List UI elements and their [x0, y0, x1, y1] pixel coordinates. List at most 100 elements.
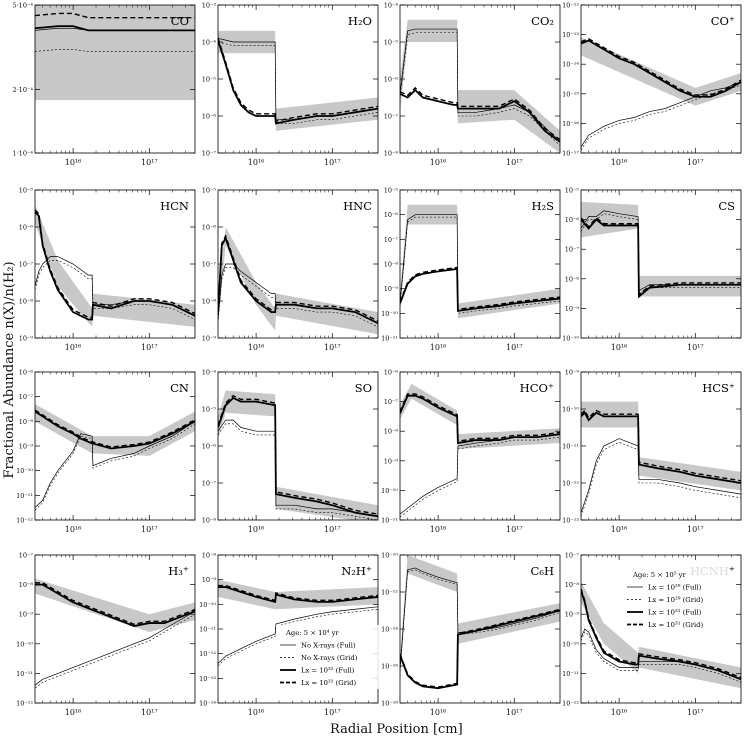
panel-n2h-: 10¹⁶ 10¹⁷ 10⁻¹⁴ 10⁻¹³ 10⁻¹² 10⁻¹¹ 10⁻¹⁰ 10⁻⁹ 10⁻… — [199, 552, 379, 717]
uncertainty-band — [581, 37, 741, 106]
x-axis-label: Radial Position [cm] — [330, 722, 463, 737]
plot-area — [218, 579, 378, 667]
y-tick-label: 10⁻⁸ — [202, 517, 217, 525]
plot-area — [218, 390, 378, 520]
panel-cs: 10¹⁶ 10¹⁷ 10⁻¹⁰ 10⁻⁹ 10⁻⁸ 10⁻⁷ 10⁻⁶ 10⁻⁵ CS — [562, 187, 742, 352]
panel-hco-: 10¹⁶ 10¹⁷ 10⁻¹¹ 10⁻¹⁰ 10⁻⁹ 10⁻⁸ 10⁻⁷ 10⁻⁶ HCO⁺ — [381, 369, 561, 534]
uncertainty-band — [581, 581, 741, 689]
uncertainty-band — [218, 390, 378, 520]
uncertainty-band — [581, 401, 741, 491]
x-tick-label: 10¹⁶ — [611, 343, 628, 352]
y-tick-label: 10⁻⁶ — [565, 216, 580, 224]
x-tick-label: 10¹⁶ — [248, 525, 265, 534]
y-tick-label: 10⁻³ — [202, 2, 217, 10]
series-line — [581, 631, 741, 683]
x-tick-label: 10¹⁶ — [65, 525, 82, 534]
y-tick-label: 10⁻⁶ — [19, 224, 34, 232]
plot-area — [218, 227, 378, 335]
y-tick-label: 10⁻⁹ — [202, 576, 217, 584]
y-tick-label: 10⁻⁷ — [565, 552, 580, 560]
y-tick-label: 10⁻⁴ — [202, 39, 217, 47]
series-line — [218, 267, 378, 328]
y-tick-label: 10⁻⁵ — [202, 406, 217, 414]
plot-area — [400, 383, 560, 518]
uncertainty-band — [35, 578, 195, 632]
x-tick-label: 10¹⁶ — [65, 158, 82, 167]
series-line — [218, 396, 378, 518]
series-line — [581, 39, 741, 98]
series-line — [400, 436, 560, 518]
x-tick-label: 10¹⁷ — [324, 343, 341, 352]
y-tick-label: 10⁻⁹ — [202, 335, 217, 343]
y-tick-label: 10⁻⁹ — [565, 611, 580, 619]
legend-entry: No X-rays (Full) — [301, 642, 356, 650]
series-line — [35, 610, 195, 686]
y-tick-label: 10⁻⁶ — [202, 224, 217, 232]
uncertainty-band — [35, 404, 195, 456]
legend-entry: Lx = 10³² (Full) — [301, 667, 355, 675]
series-line — [35, 49, 195, 52]
panel-frame — [399, 371, 561, 521]
uncertainty-band — [218, 579, 378, 610]
series-line — [218, 584, 378, 602]
y-tick-label: 10⁻⁵ — [202, 187, 217, 195]
series-line — [581, 37, 741, 96]
y-tick-label: 10⁻¹⁷ — [562, 150, 579, 158]
y-tick-label: 10⁻¹² — [16, 700, 33, 708]
y-tick-label: 10⁻⁹ — [19, 335, 34, 343]
x-tick-label: 10¹⁷ — [506, 158, 523, 167]
species-label: HCN — [160, 199, 189, 213]
y-tick-label: 10⁻¹² — [16, 517, 33, 525]
x-tick-label: 10¹⁷ — [687, 343, 704, 352]
plot-area — [581, 401, 741, 517]
legend-entry: Lx = 10³² (Grid) — [301, 679, 356, 687]
series-line — [218, 423, 378, 520]
y-tick-label: 10⁻¹³ — [562, 517, 579, 525]
panel-h2s: 10¹⁶ 10¹⁷ 10⁻¹¹ 10⁻¹⁰ 10⁻⁹ 10⁻⁸ 10⁻⁷ 10⁻⁶ 10⁻⁵ H₂… — [381, 187, 561, 352]
series-line — [581, 590, 741, 681]
panel-frame — [34, 4, 196, 154]
y-tick-label: 10⁻¹⁰ — [562, 335, 579, 343]
panel-frame — [580, 4, 742, 154]
legend-title: Age: 5 × 10⁴ yr — [285, 629, 339, 637]
uncertainty-band — [400, 19, 560, 153]
y-tick-label: 10⁻⁶ — [384, 369, 399, 377]
panel-h2o: 10¹⁶ 10¹⁷ 10⁻⁷ 10⁻⁶ 10⁻⁵ 10⁻⁴ 10⁻³ H₂O — [202, 2, 379, 167]
panel-co2: 10¹⁶ 10¹⁷ 10⁻⁸ 10⁻⁷ 10⁻⁶ 10⁻⁵ 10⁻⁴ CO₂ — [384, 2, 561, 167]
species-label: C₆H — [531, 564, 554, 578]
y-tick-label: 10⁻⁸ — [19, 298, 34, 306]
series-line — [400, 266, 560, 311]
y-tick-label: 10⁻⁷ — [202, 261, 217, 269]
y-tick-label: 10⁻¹¹ — [381, 517, 398, 525]
panel-cn: 10¹⁶ 10¹⁷ 10⁻¹² 10⁻¹¹ 10⁻¹⁰ 10⁻⁹ 10⁻⁸ 10⁻⁷ 10⁻⁶ C… — [16, 369, 196, 534]
y-tick-label: 1·10⁻⁴ — [12, 150, 33, 158]
y-tick-label: 10⁻¹⁵ — [562, 90, 579, 98]
legend-background — [276, 625, 382, 689]
series-line — [218, 394, 378, 515]
species-label: HCO⁺ — [520, 381, 554, 395]
series-line — [35, 421, 195, 508]
y-tick-label: 10⁻¹⁰ — [562, 640, 579, 648]
series-line — [35, 209, 195, 318]
y-tick-label: 10⁻⁹ — [19, 443, 34, 451]
y-tick-label: 10⁻¹³ — [562, 31, 579, 39]
legend-title: Age: 5 × 10⁵ yr — [632, 571, 686, 579]
legend-background — [623, 567, 729, 631]
panel-c6h: 10¹⁶ 10¹⁷ 10⁻¹⁸ 10⁻¹⁶ 10⁻¹⁴ 10⁻¹² 10⁻¹⁰ C₆H — [381, 552, 561, 717]
species-label: CS — [718, 199, 735, 213]
plot-area — [400, 19, 560, 153]
y-tick-label: 10⁻¹² — [562, 2, 579, 10]
uncertainty-band — [218, 30, 378, 131]
series-line — [218, 41, 378, 124]
species-label: CN — [170, 381, 189, 395]
x-tick-label: 10¹⁶ — [430, 708, 447, 717]
y-tick-label: 10⁻⁷ — [384, 398, 399, 406]
uncertainty-band — [400, 555, 560, 679]
species-label: N₂H⁺ — [341, 564, 372, 578]
x-tick-label: 10¹⁶ — [65, 343, 82, 352]
y-tick-label: 10⁻¹¹ — [562, 670, 579, 678]
y-tick-label: 10⁻⁸ — [202, 298, 217, 306]
plot-area — [35, 5, 195, 101]
y-tick-label: 10⁻⁶ — [19, 369, 34, 377]
panel-frame — [580, 189, 742, 339]
